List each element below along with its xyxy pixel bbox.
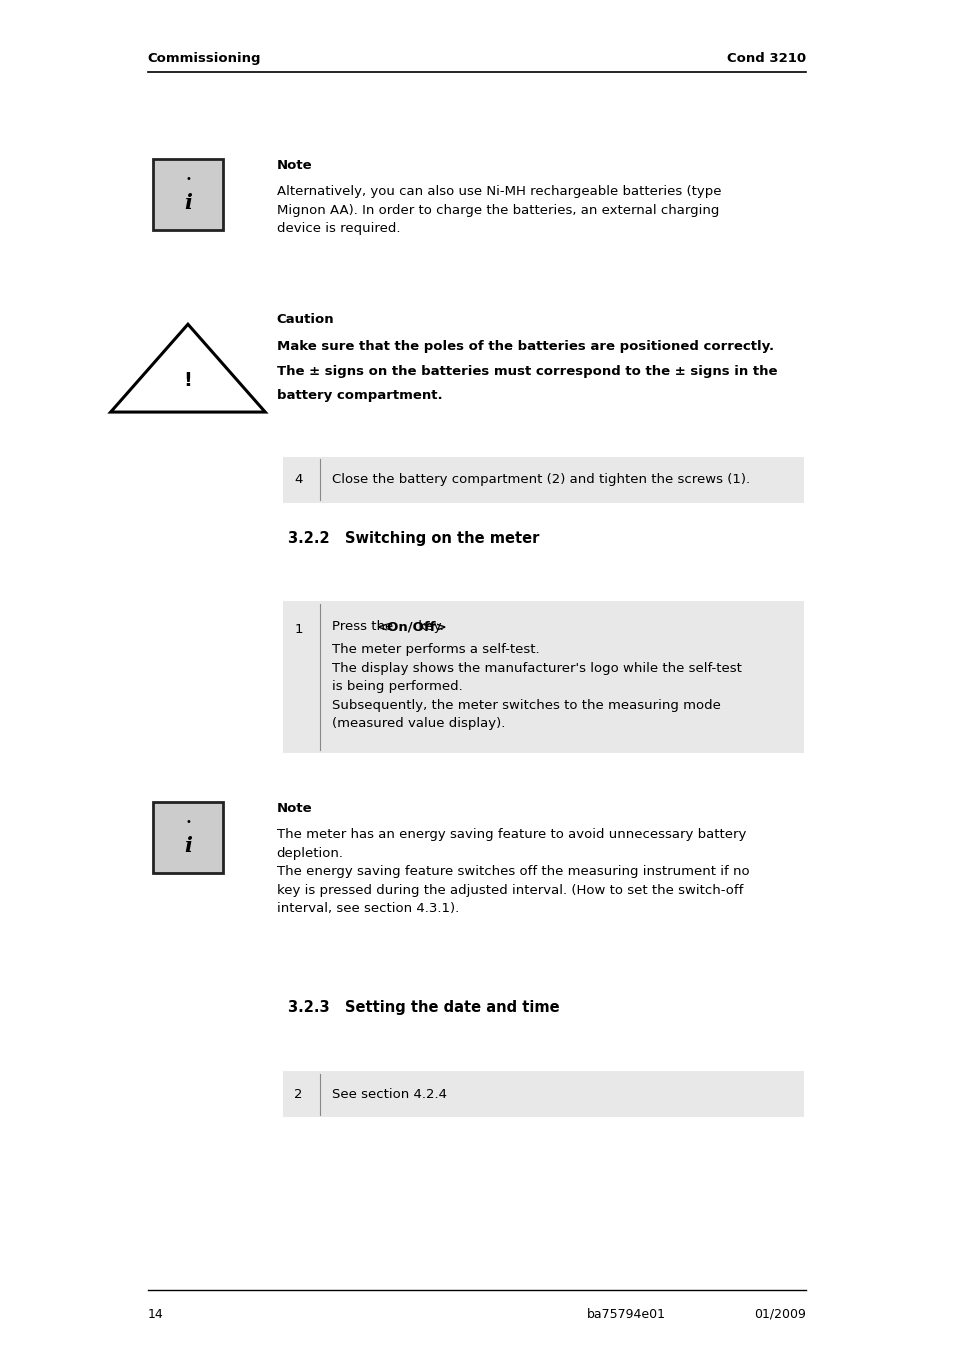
Text: 14: 14 bbox=[148, 1308, 164, 1321]
Text: 01/2009: 01/2009 bbox=[754, 1308, 805, 1321]
Polygon shape bbox=[111, 324, 265, 412]
Text: Commissioning: Commissioning bbox=[148, 51, 261, 65]
Text: 3.2.3   Setting the date and time: 3.2.3 Setting the date and time bbox=[288, 1000, 559, 1015]
Text: 2: 2 bbox=[294, 1088, 302, 1101]
Text: Caution: Caution bbox=[276, 313, 334, 327]
Text: battery compartment.: battery compartment. bbox=[276, 389, 442, 403]
Text: Note: Note bbox=[276, 802, 312, 816]
Text: key.: key. bbox=[414, 620, 444, 634]
Text: •: • bbox=[185, 817, 191, 827]
Text: Cond 3210: Cond 3210 bbox=[726, 51, 805, 65]
Text: Press the: Press the bbox=[332, 620, 397, 634]
Text: 4: 4 bbox=[294, 473, 302, 486]
Text: i: i bbox=[184, 193, 192, 213]
FancyBboxPatch shape bbox=[283, 457, 803, 503]
Text: Make sure that the poles of the batteries are positioned correctly.: Make sure that the poles of the batterie… bbox=[276, 340, 773, 354]
FancyBboxPatch shape bbox=[283, 601, 803, 753]
Text: 3.2.2   Switching on the meter: 3.2.2 Switching on the meter bbox=[288, 531, 538, 546]
Text: See section 4.2.4: See section 4.2.4 bbox=[332, 1088, 447, 1101]
Text: The meter has an energy saving feature to avoid unnecessary battery
depletion.
T: The meter has an energy saving feature t… bbox=[276, 828, 748, 915]
Text: Alternatively, you can also use Ni-MH rechargeable batteries (type
Mignon AA). I: Alternatively, you can also use Ni-MH re… bbox=[276, 185, 720, 235]
Text: i: i bbox=[184, 836, 192, 857]
Text: Close the battery compartment (2) and tighten the screws (1).: Close the battery compartment (2) and ti… bbox=[332, 473, 749, 486]
Text: Note: Note bbox=[276, 159, 312, 173]
FancyBboxPatch shape bbox=[283, 1071, 803, 1117]
Text: ba75794e01: ba75794e01 bbox=[586, 1308, 665, 1321]
FancyBboxPatch shape bbox=[152, 159, 223, 230]
Text: 1: 1 bbox=[294, 623, 302, 636]
Text: •: • bbox=[185, 174, 191, 184]
Text: The meter performs a self-test.
The display shows the manufacturer's logo while : The meter performs a self-test. The disp… bbox=[332, 643, 741, 730]
Text: <On/Off>: <On/Off> bbox=[376, 620, 447, 634]
Text: The ± signs on the batteries must correspond to the ± signs in the: The ± signs on the batteries must corres… bbox=[276, 365, 777, 378]
Text: !: ! bbox=[183, 372, 193, 390]
FancyBboxPatch shape bbox=[152, 802, 223, 873]
